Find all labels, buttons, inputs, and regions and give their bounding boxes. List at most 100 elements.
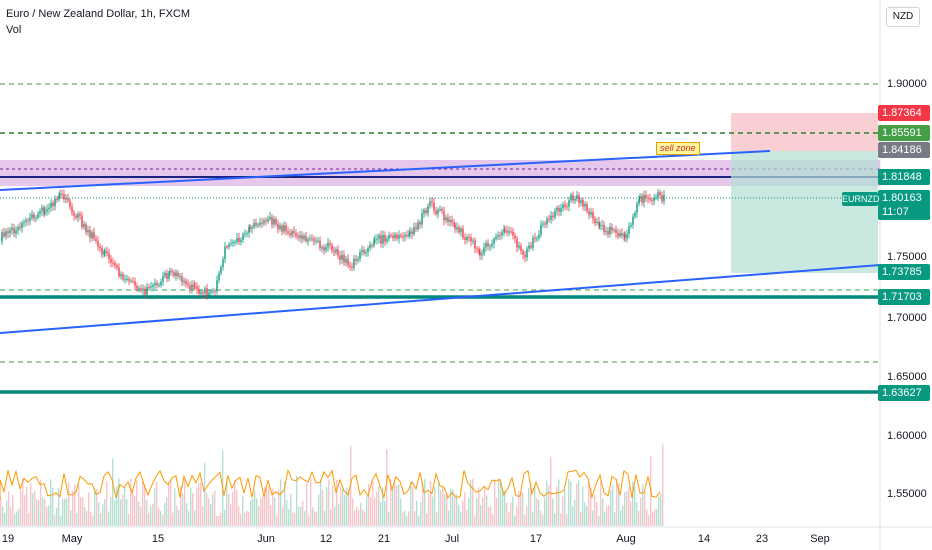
candle-body <box>5 231 7 237</box>
volume-bar <box>552 498 554 526</box>
volume-bar <box>244 512 246 526</box>
currency-badge[interactable]: NZD <box>886 7 920 27</box>
candle-body <box>566 206 568 208</box>
candle-body <box>140 288 142 291</box>
volume-bar <box>0 497 2 526</box>
candle-body <box>228 244 230 248</box>
volume-bar <box>270 505 272 526</box>
volume-bar <box>186 503 188 526</box>
candle-body <box>285 225 287 232</box>
volume-bar <box>612 485 614 526</box>
volume-bar <box>610 490 612 526</box>
volume-bar <box>146 500 148 526</box>
volume-bar <box>238 506 240 526</box>
candle-body <box>177 272 179 277</box>
candle-body <box>441 208 443 211</box>
volume-bar <box>46 507 48 526</box>
candle-body <box>638 198 640 204</box>
volume-bar <box>216 515 218 526</box>
price-tag-stop: 1.87364 <box>878 105 930 121</box>
volume-indicator-label[interactable]: Vol <box>6 24 22 36</box>
candle-body <box>419 222 421 225</box>
volume-bar <box>182 493 184 526</box>
candle-body <box>628 226 630 234</box>
candle-body <box>230 243 232 245</box>
x-tick: Sep <box>810 533 830 545</box>
candle-body <box>164 272 166 277</box>
volume-bar <box>608 504 610 526</box>
candle-body <box>269 216 271 219</box>
volume-bar <box>228 494 230 526</box>
volume-bar <box>628 486 630 526</box>
volume-bar <box>68 481 70 526</box>
volume-bar <box>280 479 282 526</box>
volume-bar <box>570 481 572 526</box>
candle-body <box>35 217 37 219</box>
candle-body <box>639 196 641 199</box>
candle-body <box>349 265 351 267</box>
candle-body <box>590 212 592 215</box>
volume-bar <box>534 484 536 526</box>
volume-bar <box>416 500 418 526</box>
candle-body <box>313 238 315 242</box>
volume-bar <box>392 486 394 526</box>
volume-bar <box>376 491 378 526</box>
volume-bar <box>496 497 498 526</box>
candle-body <box>11 227 13 230</box>
candle-body <box>293 231 295 234</box>
candle-body <box>44 211 46 214</box>
volume-bar <box>140 507 142 526</box>
candle-body <box>132 280 134 282</box>
volume-bar <box>44 498 46 526</box>
candle-body <box>562 204 564 209</box>
candle-body <box>156 283 158 286</box>
price-tag-countdown: 11:07 <box>878 204 930 220</box>
candle-body <box>183 280 185 283</box>
candle-body <box>548 218 550 220</box>
volume-bar <box>598 515 600 526</box>
candle-body <box>598 221 600 227</box>
volume-bar <box>78 484 80 526</box>
volume-bar <box>92 515 94 526</box>
candle-body <box>556 207 558 211</box>
sell-zone-note[interactable]: sell zone <box>656 142 700 155</box>
candle-body <box>23 222 25 224</box>
candle-body <box>193 284 195 287</box>
volume-bar <box>22 478 24 526</box>
volume-bar <box>360 503 362 526</box>
candle-body <box>13 227 15 234</box>
volume-bar <box>154 487 156 526</box>
volume-bar <box>252 498 254 526</box>
candle-body <box>599 225 601 227</box>
candle-body <box>63 194 65 200</box>
volume-bar <box>550 456 552 526</box>
candle-body <box>607 231 609 235</box>
volume-bar <box>538 499 540 526</box>
candle-body <box>447 217 449 223</box>
volume-bar <box>528 488 530 526</box>
volume-bar <box>556 486 558 526</box>
volume-bar <box>532 512 534 526</box>
volume-bar <box>60 515 62 526</box>
volume-bar <box>82 497 84 526</box>
candle-body <box>67 198 69 201</box>
volume-bar <box>562 496 564 526</box>
volume-bar <box>170 480 172 526</box>
volume-bar <box>486 495 488 526</box>
candle-body <box>400 235 402 237</box>
volume-bar <box>358 509 360 526</box>
volume-bar <box>640 497 642 526</box>
volume-bar <box>106 481 108 526</box>
candle-body <box>592 212 594 219</box>
volume-bar <box>288 509 290 526</box>
volume-bar <box>436 512 438 526</box>
candle-body <box>323 247 325 251</box>
volume-bar <box>386 449 388 526</box>
volume-bar <box>370 496 372 526</box>
candle-body <box>528 245 530 249</box>
candle-body <box>445 217 447 221</box>
candle-body <box>148 287 150 289</box>
volume-bar <box>494 479 496 526</box>
volume-bar <box>412 486 414 526</box>
